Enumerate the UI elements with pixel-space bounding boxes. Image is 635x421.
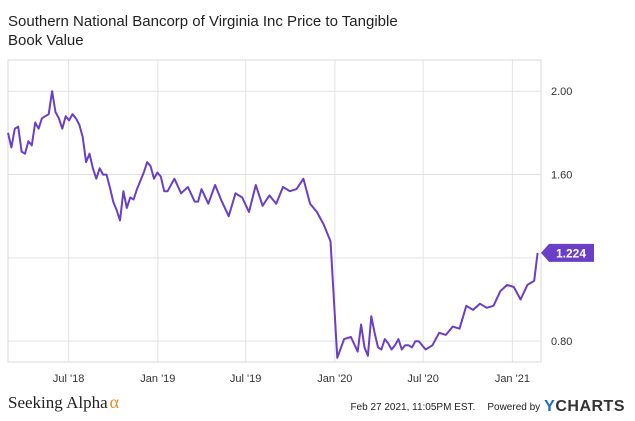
ycharts-y-icon: Y — [544, 398, 556, 415]
brand-text: Seeking Alpha — [8, 393, 108, 412]
seeking-alpha-logo: Seeking Alpha α — [8, 392, 119, 413]
x-tick-label: Jan '21 — [495, 373, 530, 385]
x-gridlines — [68, 60, 513, 362]
powered-by-label: Powered by — [487, 401, 541, 413]
last-value-label: 1.224 — [556, 246, 586, 260]
timestamp: Feb 27 2021, 11:05PM EST. — [350, 401, 476, 413]
x-tick-label: Jan '20 — [317, 373, 352, 385]
series-layer — [7, 90, 539, 359]
ycharts-wordmark: CHARTS — [555, 398, 625, 415]
ycharts-logo[interactable]: YCHARTS — [544, 398, 625, 415]
plot-frame — [7, 59, 542, 363]
y-tick-label: 0.80 — [551, 336, 572, 348]
chart-footer: Feb 27 2021, 11:05PM EST. Powered by YCH… — [350, 398, 625, 415]
y-tick-labels: 0.80 1.60 2.00 — [551, 86, 572, 348]
x-tick-label: Jul '20 — [407, 373, 438, 385]
y-tick-label: 2.00 — [551, 86, 572, 98]
alpha-icon: α — [109, 392, 120, 412]
x-tick-label: Jul '18 — [53, 373, 84, 385]
series-line — [7, 90, 539, 359]
chart-title: Southern National Bancorp of Virginia In… — [8, 13, 398, 49]
x-tick-labels: Jul '18 Jan '19 Jul '19 Jan '20 Jul '20 Jan '… — [53, 373, 530, 385]
last-value-badge-bg — [541, 243, 594, 262]
y-gridlines — [8, 90, 541, 342]
last-value-badge: 1.224 — [541, 243, 594, 262]
y-tick-label: 1.60 — [551, 170, 572, 182]
x-tick-label: Jan '19 — [140, 373, 175, 385]
x-tick-label: Jul '19 — [230, 373, 261, 385]
